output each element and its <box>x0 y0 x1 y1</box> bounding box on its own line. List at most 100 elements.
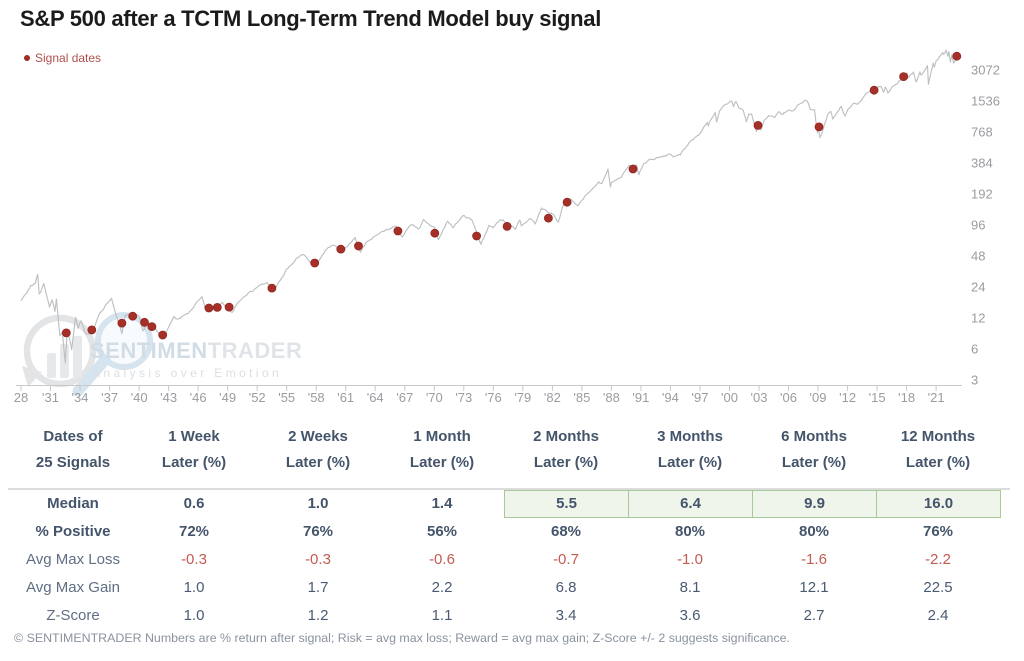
table-row: Avg Max Gain 1.0 1.7 2.2 6.8 8.1 12.1 22.5 <box>14 574 1000 602</box>
x-axis-label: '61 <box>337 390 354 405</box>
value-cell: 8.1 <box>679 579 701 596</box>
signal-dot <box>952 51 962 61</box>
signal-dot <box>544 213 553 223</box>
x-axis-label: '40 <box>131 390 148 405</box>
y-axis-label: 6 <box>971 342 978 357</box>
signal-dot <box>117 318 127 328</box>
value-cell: 5.5 <box>504 490 629 518</box>
x-axis-label: '15 <box>869 390 886 405</box>
value-cell: 9.9 <box>752 490 877 518</box>
watermark-bar-icon <box>47 353 56 378</box>
header-cell: 1 Week Later (%) <box>132 424 256 476</box>
value-cell: 72% <box>178 523 210 540</box>
value-cell: 2.2 <box>431 579 453 596</box>
x-axis-label: '49 <box>219 390 236 405</box>
signal-dot <box>224 302 234 312</box>
table-row: Z-Score 1.0 1.2 1.1 3.4 3.6 2.7 2.4 <box>14 602 1000 630</box>
value-cell: -0.6 <box>429 551 455 568</box>
value-cell: 80% <box>674 523 706 540</box>
watermark-circle-arrow-icon <box>23 314 97 388</box>
header-cell: 6 Months Later (%) <box>752 424 876 476</box>
value-cell: 1.0 <box>183 579 205 596</box>
value-cell: 3.6 <box>679 607 701 624</box>
value-cell: 1.0 <box>183 607 205 624</box>
header-line: 12 Months <box>900 428 976 445</box>
header-line: Later (%) <box>285 454 351 471</box>
value-cell: 1.2 <box>307 607 329 624</box>
legend-signal-dot-icon <box>24 55 30 61</box>
x-axis-label: 28 <box>14 390 28 405</box>
header-cell: 3 Months Later (%) <box>628 424 752 476</box>
x-axis-label: '46 <box>190 390 207 405</box>
header-line: Later (%) <box>781 454 847 471</box>
plot-area: 28 '31 '34 '37 '40 '43 '46 '49 '52 '55 '58 '61 '64 '6… <box>14 49 1000 405</box>
y-axis-label: 768 <box>971 125 993 140</box>
value-cell: 0.6 <box>183 495 205 512</box>
signal-dot <box>336 244 346 254</box>
header-line: 25 Signals <box>35 454 111 471</box>
value-cell: 6.8 <box>555 579 577 596</box>
x-axis-label: '55 <box>278 390 295 405</box>
y-axis-label: 48 <box>971 249 985 264</box>
table-header-row: Dates of 25 Signals 1 Week Later (%) 2 Weeks… <box>14 424 1000 476</box>
legend: Signal dates <box>24 51 101 65</box>
x-axis-label: '43 <box>160 390 177 405</box>
header-line: Later (%) <box>905 454 971 471</box>
legend-label: Signal dates <box>35 51 102 65</box>
value-cell: 1.7 <box>307 579 329 596</box>
x-axis-label: '64 <box>367 390 384 405</box>
y-axis-label: 384 <box>971 156 993 171</box>
y-axis-label: 12 <box>971 311 985 326</box>
signal-dot <box>267 283 277 293</box>
watermark-bar-icon <box>60 344 69 378</box>
watermark: SENTIMENTRADER Analysis over Emotion <box>22 312 302 397</box>
signal-dot <box>61 328 71 338</box>
header-line: 1 Week <box>168 428 220 445</box>
value-cell: -1.0 <box>677 551 703 568</box>
x-axis-label: '21 <box>928 390 945 405</box>
row-label: Median <box>47 495 99 512</box>
value-cell: 1.4 <box>431 495 453 512</box>
price-line <box>20 49 959 364</box>
value-cell: 3.4 <box>555 607 577 624</box>
signal-dot <box>204 303 214 313</box>
watermark-arrowhead-icon <box>22 366 42 387</box>
value-cell: 76% <box>302 523 334 540</box>
header-line: Dates of <box>43 428 103 445</box>
signal-dot <box>430 228 440 238</box>
header-line: 1 Month <box>413 428 471 445</box>
x-axis-label: '70 <box>426 390 443 405</box>
stats-table: Dates of 25 Signals 1 Week Later (%) 2 Weeks… <box>8 424 1010 630</box>
signal-dot <box>628 164 638 174</box>
header-cell: 1 Month Later (%) <box>380 424 504 476</box>
y-axis-label: 192 <box>971 187 993 202</box>
x-axis-label: '73 <box>455 390 472 405</box>
x-axis-label: '85 <box>573 390 590 405</box>
signal-dot <box>472 231 482 241</box>
value-cell: -0.3 <box>305 551 331 568</box>
value-cell: -1.6 <box>801 551 827 568</box>
row-label: % Positive <box>35 523 111 540</box>
table-row: Avg Max Loss -0.3 -0.3 -0.6 -0.7 -1.0 -1.6 -2.2 <box>14 546 1000 574</box>
x-axis-label: '09 <box>810 390 827 405</box>
y-axis-label: 1536 <box>971 94 1000 109</box>
x-axis-label: '37 <box>101 390 118 405</box>
x-axis-label: '79 <box>514 390 531 405</box>
value-cell: 80% <box>798 523 830 540</box>
header-line: Later (%) <box>409 454 475 471</box>
signal-dot <box>899 72 908 81</box>
x-axis-label: '03 <box>751 390 768 405</box>
signal-dot <box>354 241 363 251</box>
header-cell: 12 Months Later (%) <box>876 424 1000 476</box>
table-divider <box>8 488 1010 490</box>
header-cell: 2 Months Later (%) <box>504 424 628 476</box>
chart-svg: SENTIMENTRADER Analysis over Emotion 28 '… <box>14 49 1000 405</box>
value-cell: 2.7 <box>803 607 825 624</box>
x-axis-label: '52 <box>249 390 266 405</box>
header-line: Later (%) <box>657 454 723 471</box>
x-axis-label: '58 <box>308 390 325 405</box>
x-axis-label: '00 <box>721 390 738 405</box>
signal-dot <box>393 226 403 236</box>
x-axis-label: '18 <box>898 390 915 405</box>
